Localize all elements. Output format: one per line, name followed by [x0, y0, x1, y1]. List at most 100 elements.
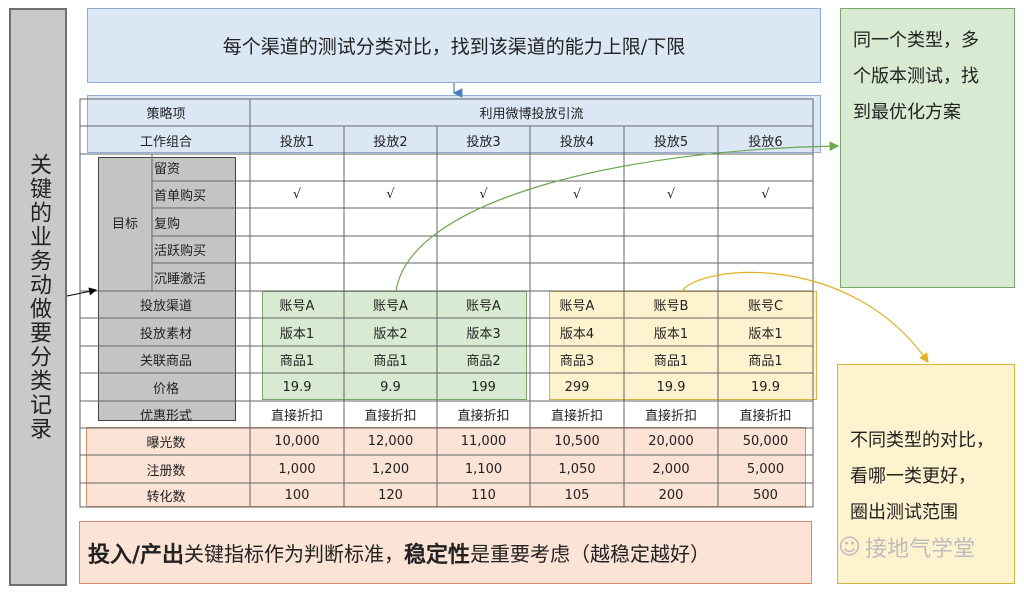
top-note: 每个渠道的测试分类对比，找到该渠道的能力上限/下限	[222, 36, 686, 58]
wechat-icon: ☺	[838, 534, 861, 560]
table-cell: 版本3	[466, 326, 501, 342]
bottom-note-text-1: 关键指标作为判断标准，	[184, 542, 405, 566]
row-label: 曝光数	[146, 436, 186, 451]
check-mark-icon: √	[479, 187, 488, 202]
table-cell: 1,000	[278, 461, 316, 477]
table-cell: 账号A	[373, 299, 408, 314]
table-cell: 20,000	[648, 434, 694, 449]
column-header: 投放1	[279, 134, 315, 150]
table-cell: 版本1	[653, 326, 689, 342]
top-note-box: 每个渠道的测试分类对比，找到该渠道的能力上限/下限	[87, 8, 821, 83]
check-mark-icon: √	[666, 187, 676, 202]
row-label: 关联商品	[139, 354, 192, 369]
right-top-note-box: 同一个类型，多 个版本测试，找 到最优化方案	[840, 8, 1015, 288]
table-cell: 账号A	[559, 299, 595, 314]
table-cell: 5,000	[746, 461, 785, 477]
table-cell: 直接折扣	[739, 409, 792, 424]
row-label: 投放渠道	[139, 299, 192, 314]
table-cell: 1,100	[464, 461, 503, 477]
table-cell: 直接折扣	[457, 409, 510, 424]
table-cell: 9.9	[380, 379, 401, 395]
strategy-value: 利用微博投放引流	[479, 107, 584, 122]
right-bottom-note-line: 看哪一类更好，	[850, 466, 976, 487]
watermark: ☺ 接地气学堂	[838, 530, 1016, 564]
table-cell: 50,000	[742, 434, 789, 449]
goal-item: 沉睡激活	[154, 271, 207, 287]
table-cell: 商品3	[559, 354, 595, 369]
column-header: 投放2	[373, 134, 408, 150]
table-cell: 版本1	[748, 326, 783, 342]
goal-label: 目标	[111, 216, 138, 232]
table-cell: 10,500	[554, 434, 600, 449]
right-bottom-note-line: 不同类型的对比，	[850, 430, 994, 451]
table-cell: 账号A	[466, 299, 501, 314]
watermark-text: 接地气学堂	[864, 537, 975, 562]
table-cell: 直接折扣	[270, 409, 323, 424]
check-mark-icon: √	[386, 187, 395, 202]
table-cell: 1,200	[371, 461, 410, 477]
table-cell: 500	[753, 487, 778, 503]
table-cell: 19.9	[282, 379, 312, 395]
table-cell: 商品1	[653, 354, 689, 369]
table-cell: 版本2	[373, 326, 408, 342]
check-mark-icon: √	[761, 187, 770, 202]
row-label: 投放素材	[139, 326, 192, 342]
row-label: 价格	[152, 381, 179, 397]
column-header: 投放3	[466, 134, 501, 150]
table-cell: 直接折扣	[550, 409, 603, 424]
strategy-label: 策略项	[146, 107, 186, 122]
column-header: 投放5	[653, 134, 689, 150]
row-label: 优惠形式	[139, 409, 192, 424]
table-cell: 299	[564, 379, 590, 395]
bottom-note-bold-2: 稳定性	[404, 542, 471, 568]
table-cell: 12,000	[367, 434, 414, 449]
table-cell: 10,000	[274, 434, 320, 449]
bottom-note-text-2: 是重要考虑（越稳定越好）	[470, 542, 711, 566]
row-label: 注册数	[146, 463, 186, 479]
table-cell: 199	[471, 379, 496, 395]
goal-item: 首单购买	[154, 189, 207, 204]
table-cell: 账号B	[653, 299, 689, 314]
table-cell: 账号A	[279, 299, 315, 314]
table-cell: 120	[378, 487, 403, 503]
goal-item: 活跃购买	[154, 244, 207, 259]
table-cell: 账号C	[747, 299, 784, 314]
table-cell: 商品1	[279, 354, 315, 369]
column-header: 投放4	[559, 134, 595, 150]
right-top-note-line: 个版本测试，找	[853, 66, 979, 87]
table-cell: 商品2	[466, 354, 501, 369]
right-top-note-line: 到最优化方案	[853, 102, 961, 123]
header-band	[87, 95, 821, 153]
row-label: 转化数	[146, 489, 186, 505]
table-cell: 商品1	[748, 354, 783, 369]
table-cell: 19.9	[751, 379, 780, 395]
goal-item: 复购	[154, 216, 181, 232]
table-cell: 1,050	[558, 461, 596, 477]
table-cell: 110	[471, 487, 496, 503]
table-cell: 商品1	[373, 354, 408, 369]
table-cell: 11,000	[460, 434, 507, 449]
left-side-label-box: 关键的业务动做要分类记录	[9, 8, 67, 586]
goal-block	[98, 157, 236, 421]
bottom-note-bold-1: 投入/产出	[88, 542, 185, 568]
table-cell: 200	[658, 487, 684, 503]
table-cell: 19.9	[656, 379, 686, 395]
table-cell: 105	[564, 487, 590, 503]
right-bottom-note-box: 不同类型的对比， 看哪一类更好， 圈出测试范围	[837, 364, 1015, 584]
check-mark-icon: √	[572, 187, 582, 202]
goal-item: 留资	[154, 162, 181, 177]
table-cell: 直接折扣	[364, 409, 417, 424]
left-side-label: 关键的业务动做要分类记录	[26, 153, 51, 441]
right-bottom-note-line: 圈出测试范围	[850, 502, 958, 523]
table-cell: 版本4	[559, 326, 595, 342]
column-header: 投放6	[748, 134, 783, 150]
table-cell: 版本1	[279, 326, 315, 342]
table-cell: 100	[284, 487, 310, 503]
bottom-note-box: 投入/产出 关键指标作为判断标准， 稳定性 是重要考虑（越稳定越好）	[79, 521, 812, 584]
table-cell: 直接折扣	[644, 409, 697, 424]
check-mark-icon: √	[292, 187, 302, 202]
combo-label: 工作组合	[139, 134, 192, 150]
table-cell: 2,000	[652, 461, 690, 477]
right-top-note-line: 同一个类型，多	[853, 30, 979, 51]
